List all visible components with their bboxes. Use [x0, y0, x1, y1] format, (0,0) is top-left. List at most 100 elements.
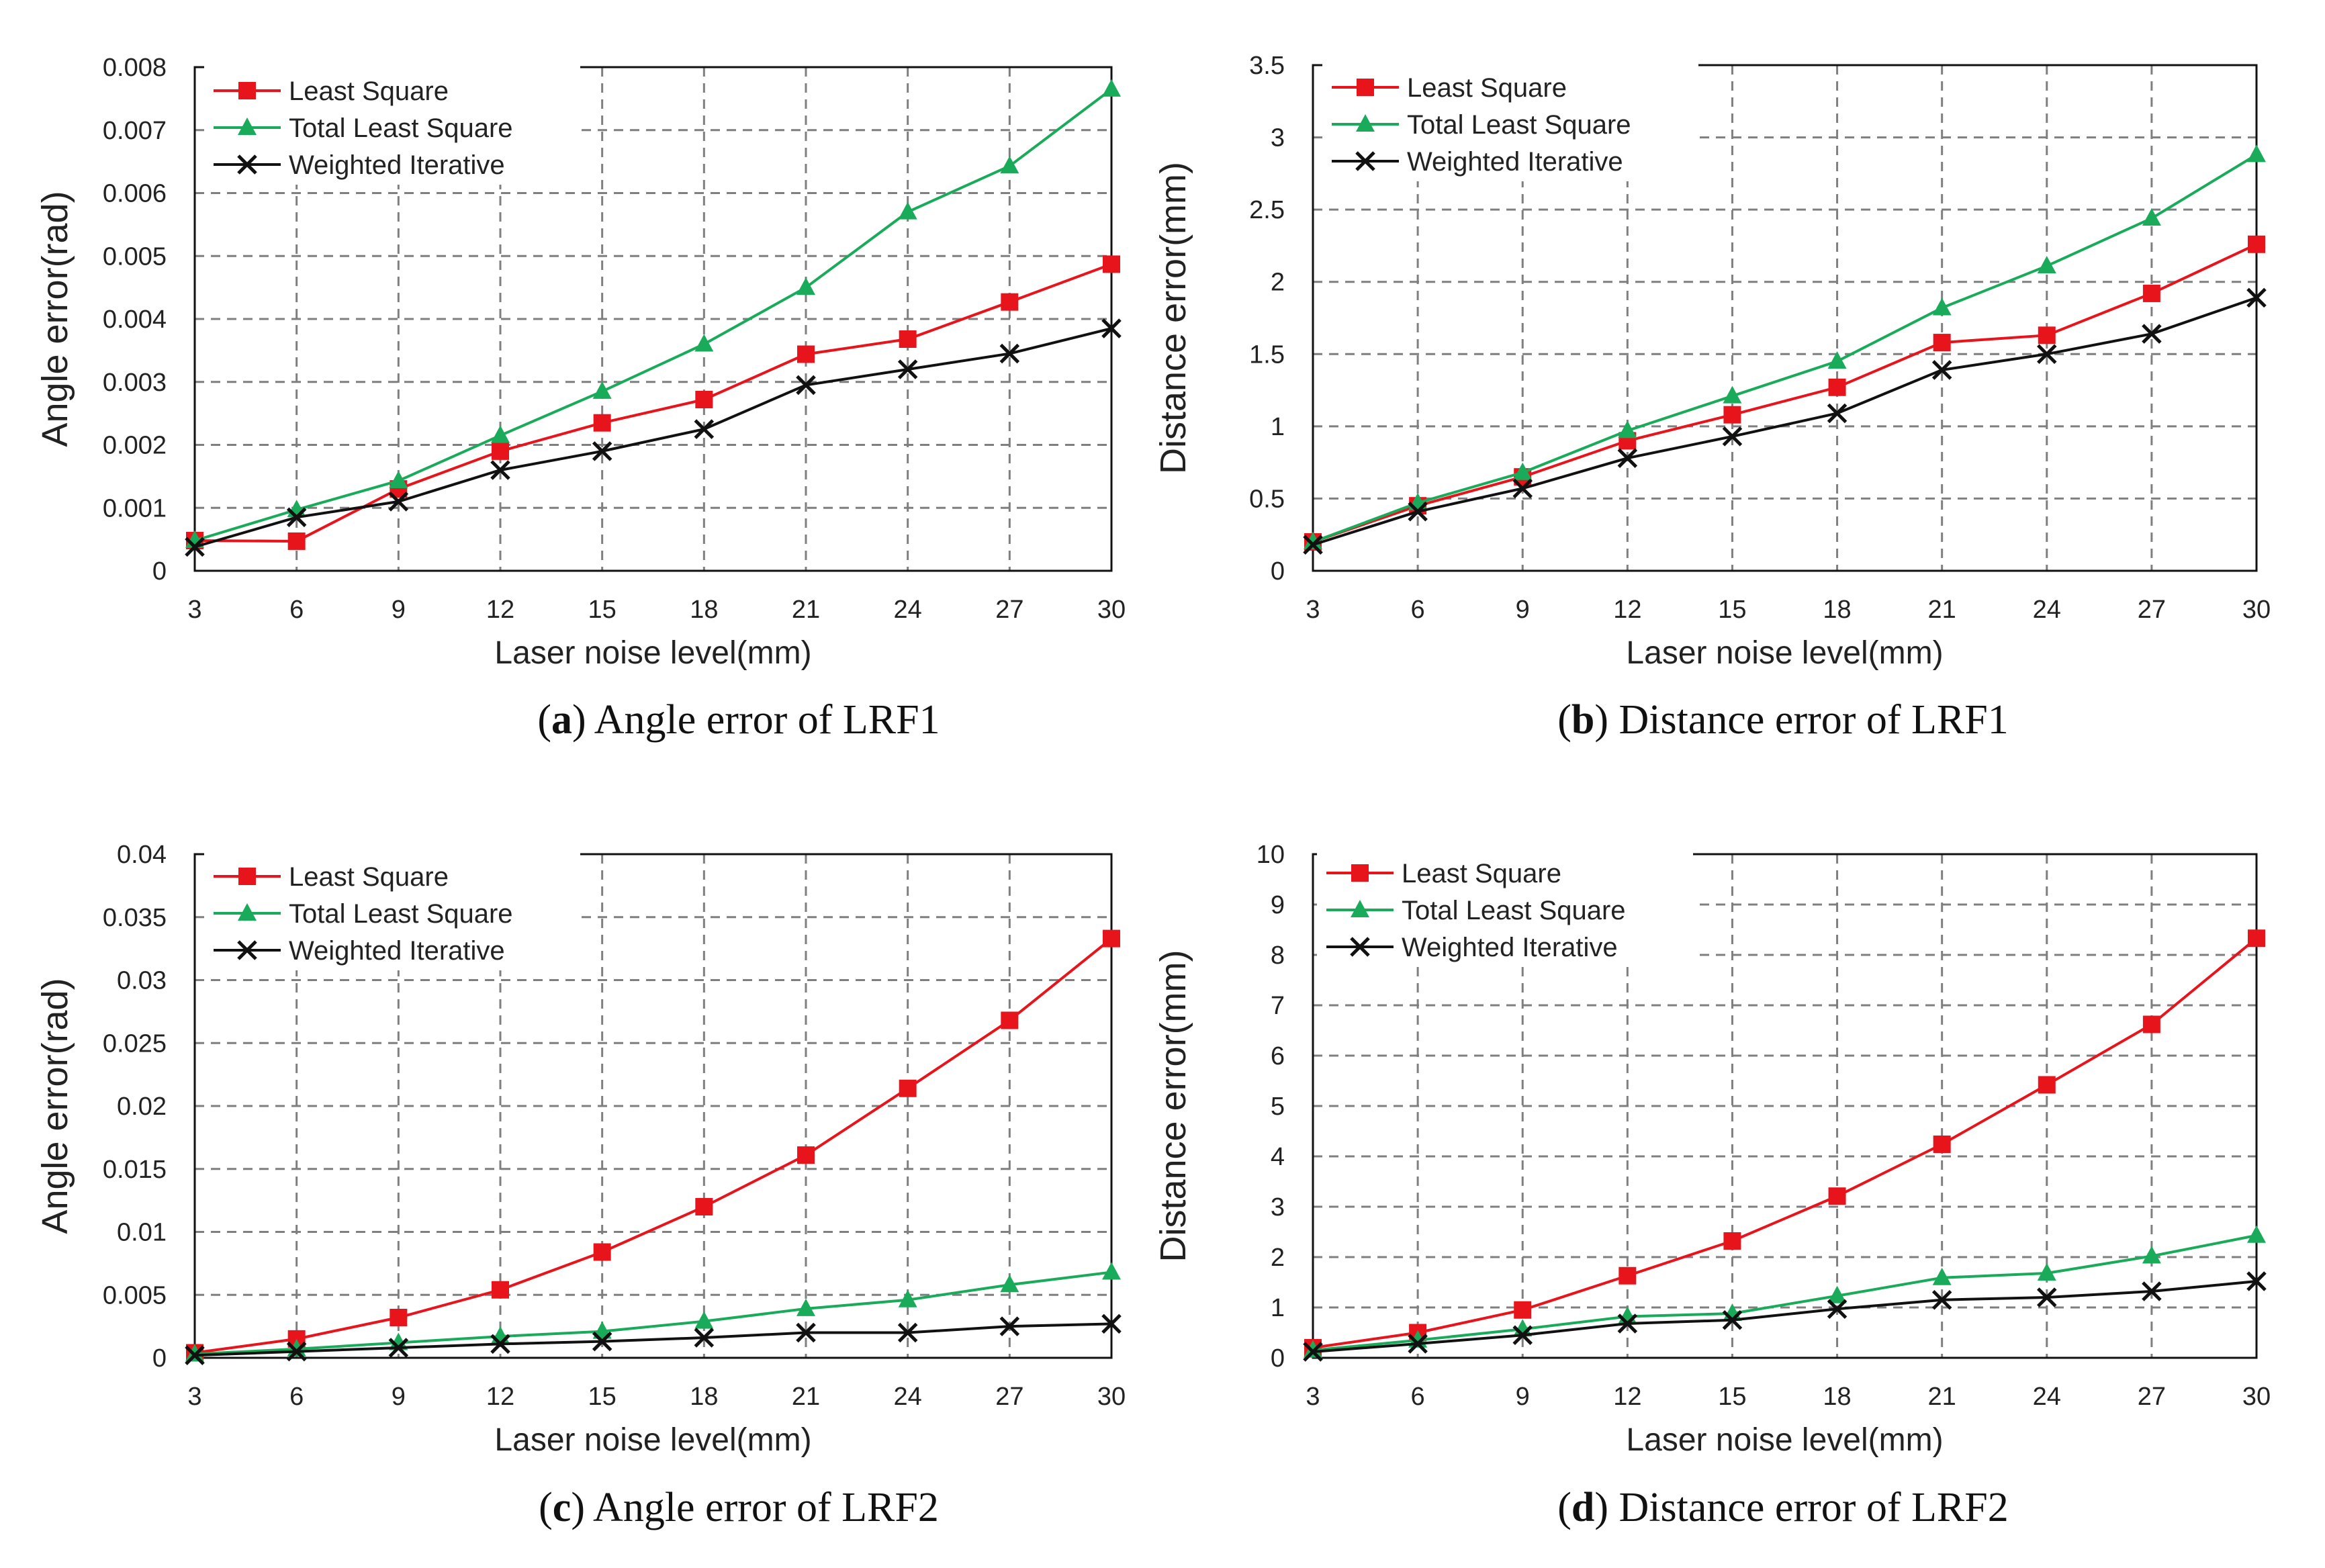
data-point-marker — [2142, 284, 2160, 302]
chart-caption: (d) Distance error of LRF2 — [1557, 1485, 2009, 1530]
x-tick-label: 24 — [2033, 1383, 2061, 1411]
y-tick-label: 8 — [1271, 941, 1285, 970]
data-point-marker — [185, 1345, 205, 1366]
data-point-marker — [287, 532, 306, 550]
data-point-marker — [1827, 351, 1847, 369]
data-point-marker — [2037, 1287, 2057, 1307]
plot-area-border — [193, 853, 1113, 1359]
legend-label: Weighted Iterative — [289, 936, 505, 966]
series-least-square — [186, 929, 1120, 1362]
x-tick-label: 15 — [588, 1383, 617, 1411]
data-point-marker — [592, 441, 612, 461]
series-total-least-square — [185, 79, 1121, 548]
x-tick-label: 18 — [1823, 1383, 1851, 1411]
x-axis-label: Laser noise level(mm) — [494, 635, 811, 671]
x-tick-label: 12 — [1613, 1383, 1641, 1411]
data-point-marker — [899, 1079, 917, 1097]
data-point-marker — [695, 1198, 713, 1215]
data-point-marker — [899, 330, 917, 348]
data-point-marker — [898, 201, 917, 220]
data-point-marker — [2142, 324, 2162, 344]
y-tick-label: 4 — [1271, 1143, 1285, 1171]
x-tick-label: 3 — [187, 1383, 201, 1411]
chart-panel-c: 0 0.005 0.01 0.015 0.02 0.025 0.03 0.035 0.04 3 6 9… — [35, 841, 1126, 1530]
data-point-marker — [1102, 1262, 1121, 1280]
x-tick-label: 24 — [894, 596, 922, 624]
series-line — [194, 263, 1112, 543]
data-point-marker — [1827, 1299, 1848, 1320]
series-total-least-square — [1304, 1225, 2266, 1358]
x-tick-label: 15 — [1718, 596, 1746, 624]
legend-label: Total Least Square — [1402, 896, 1626, 925]
data-point-marker — [1722, 1309, 1743, 1330]
y-tick-label: 0.5 — [1249, 485, 1285, 513]
data-point-marker — [1000, 156, 1019, 174]
y-tick-label: 0.008 — [103, 54, 167, 82]
data-point-marker — [593, 1243, 611, 1261]
legend: Least Square Total Least Square Weighted I… — [1322, 60, 1698, 181]
x-tick-label: 3 — [1306, 1383, 1320, 1411]
x-tick-label: 12 — [1613, 596, 1641, 624]
data-point-marker — [390, 1309, 408, 1326]
series-total-least-square — [185, 1262, 1121, 1362]
y-tick-label: 0.004 — [103, 306, 167, 334]
x-tick-label: 24 — [894, 1383, 922, 1411]
data-point-marker — [490, 1334, 510, 1354]
y-tick-label: 7 — [1271, 992, 1285, 1020]
x-tick-label: 3 — [1306, 596, 1320, 624]
data-point-marker — [1827, 1285, 1847, 1303]
data-point-marker — [2142, 1246, 2161, 1264]
legend-marker — [238, 82, 256, 99]
y-tick-label: 0.003 — [103, 369, 167, 397]
y-axis-label: Distance error(mm) — [1153, 162, 1193, 474]
x-tick-label: 18 — [690, 596, 718, 624]
x-tick-label: 18 — [690, 1383, 718, 1411]
data-point-marker — [1828, 378, 1846, 396]
x-tick-label: 6 — [1411, 596, 1425, 624]
y-tick-label: 1 — [1271, 413, 1285, 441]
x-tick-label: 3 — [187, 596, 201, 624]
legend-label: Total Least Square — [289, 899, 513, 929]
y-tick-label: 0 — [152, 1344, 167, 1373]
x-tick-label: 9 — [392, 596, 406, 624]
x-tick-label: 18 — [1823, 596, 1851, 624]
data-point-marker — [1933, 334, 1951, 352]
legend-label: Weighted Iterative — [1402, 933, 1618, 962]
data-point-marker — [897, 359, 918, 379]
data-point-marker — [1000, 1275, 1019, 1293]
data-point-marker — [2038, 1076, 2056, 1094]
y-tick-label: 0 — [152, 557, 167, 586]
data-point-marker — [797, 345, 815, 363]
y-axis-label: Distance error(mm) — [1153, 950, 1193, 1262]
y-tick-label: 3 — [1271, 124, 1285, 152]
y-tick-label: 0.006 — [103, 180, 167, 208]
data-point-marker — [388, 1338, 409, 1358]
series-line — [194, 327, 1112, 549]
data-point-marker — [1723, 406, 1741, 424]
x-tick-label: 27 — [995, 1383, 1023, 1411]
y-tick-label: 0.025 — [103, 1029, 167, 1058]
data-point-marker — [897, 1322, 918, 1343]
x-tick-label: 30 — [1097, 1383, 1126, 1411]
legend-marker — [1350, 937, 1370, 957]
data-point-marker — [490, 460, 510, 480]
y-tick-label: 2 — [1271, 1244, 1285, 1272]
data-point-marker — [796, 1298, 815, 1316]
data-point-marker — [1408, 502, 1428, 522]
y-tick-label: 0.035 — [103, 904, 167, 932]
data-point-marker — [185, 1344, 204, 1362]
data-point-marker — [694, 1328, 715, 1348]
data-point-marker — [797, 1146, 815, 1164]
x-tick-label: 6 — [289, 1383, 304, 1411]
data-point-marker — [1512, 1325, 1533, 1346]
data-point-marker — [1932, 297, 1952, 316]
data-point-marker — [1723, 1232, 1741, 1250]
legend: Least Square Total Least Square Weighted I… — [204, 849, 580, 970]
data-point-marker — [2142, 208, 2161, 226]
data-point-marker — [286, 507, 307, 528]
legend-marker — [1351, 864, 1369, 882]
legend-marker — [238, 903, 257, 921]
data-point-marker — [2037, 344, 2057, 365]
x-tick-label: 27 — [2138, 596, 2166, 624]
y-tick-label: 0.015 — [103, 1156, 167, 1184]
